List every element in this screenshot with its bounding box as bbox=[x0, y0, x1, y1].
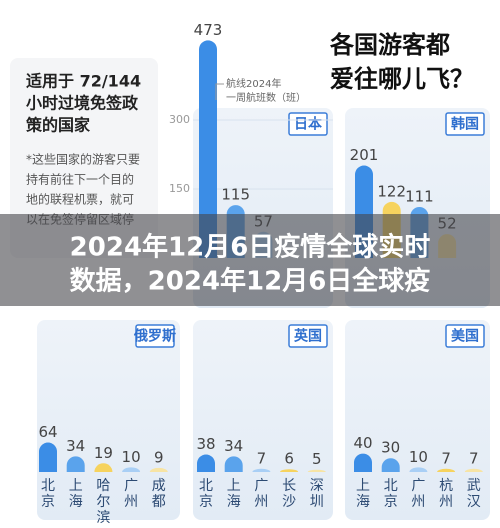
value-label: 5 bbox=[312, 450, 322, 468]
value-label: 7 bbox=[441, 449, 451, 467]
x-tick-label: 上海 bbox=[227, 478, 241, 510]
value-label: 473 bbox=[194, 21, 223, 39]
value-label: 34 bbox=[224, 437, 243, 455]
value-label: 122 bbox=[377, 182, 406, 200]
value-label: 6 bbox=[284, 450, 294, 468]
bar bbox=[381, 458, 400, 472]
x-tick-label: 广州 bbox=[411, 478, 425, 510]
bar bbox=[252, 468, 271, 472]
y-tick-label: 300 bbox=[169, 113, 190, 126]
panel bbox=[345, 320, 490, 520]
annotation-leader bbox=[215, 83, 224, 100]
annotation: 一周航班数（班） bbox=[226, 91, 306, 104]
x-tick-label: 北京 bbox=[41, 478, 55, 510]
banner-text: 2024年12月6日疫情全球实时 bbox=[70, 232, 431, 263]
value-label: 115 bbox=[221, 186, 250, 204]
left-title: 策的国家 bbox=[25, 116, 91, 135]
bar bbox=[280, 469, 299, 472]
left-title: 适用于 72/144 bbox=[26, 72, 141, 91]
left-note: *这些国家的游客只要 bbox=[26, 152, 140, 167]
value-label: 40 bbox=[353, 434, 372, 452]
annotation: 航线2024年 bbox=[226, 77, 281, 90]
panel-title: 日本 bbox=[294, 116, 323, 133]
panel-tab bbox=[288, 112, 328, 136]
bar bbox=[354, 453, 372, 472]
panel-title: 俄罗斯 bbox=[133, 328, 176, 345]
value-label: 30 bbox=[381, 439, 400, 457]
banner-bg bbox=[0, 214, 500, 306]
panel-tab bbox=[135, 324, 175, 348]
bar bbox=[409, 467, 428, 472]
left-note: 持有前往下一个目的 bbox=[26, 172, 134, 187]
panel-tab bbox=[445, 324, 485, 348]
panel-title: 英国 bbox=[293, 328, 322, 345]
x-tick-label: 北京 bbox=[384, 478, 398, 510]
x-tick-label: 北京 bbox=[199, 478, 213, 510]
value-label: 7 bbox=[257, 449, 267, 467]
bar bbox=[39, 442, 57, 472]
x-tick-label: 成都 bbox=[152, 478, 166, 510]
x-tick-label: 广州 bbox=[124, 478, 138, 510]
value-label: 201 bbox=[350, 146, 379, 164]
bar bbox=[197, 454, 215, 472]
bar bbox=[199, 40, 217, 258]
y-tick-label: 150 bbox=[169, 182, 190, 195]
panel-tab bbox=[445, 112, 485, 136]
bar bbox=[149, 467, 168, 472]
left-note: 地的联程机票，就可 bbox=[26, 192, 134, 207]
bar bbox=[464, 468, 483, 472]
x-tick-label: 武汉 bbox=[467, 478, 481, 510]
bar bbox=[307, 469, 326, 472]
value-label: 9 bbox=[154, 448, 164, 466]
value-label: 34 bbox=[66, 437, 85, 455]
main-title: 爱往哪儿飞？ bbox=[330, 65, 474, 93]
value-label: 7 bbox=[469, 449, 479, 467]
left-title: 小时过境免签政 bbox=[26, 94, 139, 113]
value-label: 10 bbox=[122, 448, 141, 466]
x-tick-label: 深圳 bbox=[310, 478, 324, 510]
bar bbox=[94, 463, 113, 472]
x-tick-label: 上海 bbox=[356, 478, 370, 510]
banner-text: 数据，2024年12月6日全球疫 bbox=[70, 266, 431, 297]
value-label: 10 bbox=[409, 448, 428, 466]
bar bbox=[122, 467, 141, 472]
value-label: 64 bbox=[38, 423, 57, 441]
x-tick-label: 哈尔滨 bbox=[96, 478, 110, 526]
value-label: 111 bbox=[405, 187, 434, 205]
value-label: 38 bbox=[196, 435, 215, 453]
panel-tab bbox=[288, 324, 328, 348]
value-label: 19 bbox=[94, 444, 113, 462]
left-panel bbox=[10, 58, 158, 258]
bar bbox=[66, 456, 85, 472]
x-tick-label: 广州 bbox=[254, 478, 268, 510]
panel-title: 美国 bbox=[451, 328, 479, 345]
bar bbox=[437, 468, 456, 472]
x-tick-label: 杭州 bbox=[439, 478, 453, 510]
panel-title: 韩国 bbox=[451, 116, 479, 133]
bar bbox=[224, 456, 243, 472]
x-tick-label: 长沙 bbox=[282, 478, 296, 510]
x-tick-label: 上海 bbox=[69, 478, 83, 510]
main-title: 各国游客都 bbox=[329, 31, 450, 59]
